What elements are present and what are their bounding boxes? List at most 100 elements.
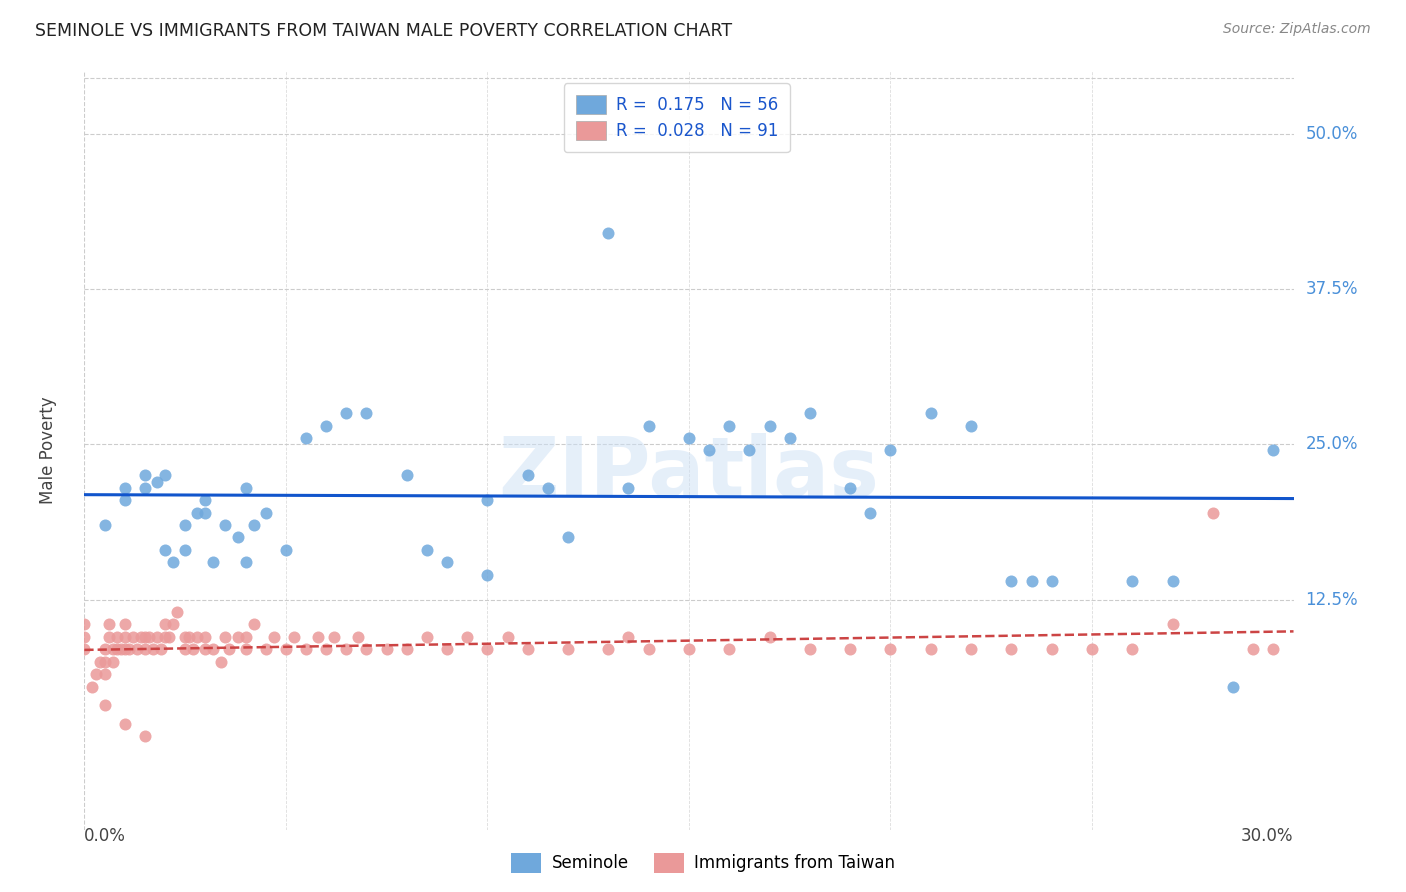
Point <box>356 406 378 420</box>
Point <box>209 655 232 669</box>
Point <box>73 630 96 644</box>
Point <box>134 642 156 657</box>
Point <box>1202 506 1225 520</box>
Text: 25.0%: 25.0% <box>1306 435 1358 453</box>
Point <box>179 630 201 644</box>
Point <box>1040 574 1063 588</box>
Point <box>295 642 318 657</box>
Point <box>181 642 204 657</box>
Point <box>235 642 257 657</box>
Point <box>335 642 357 657</box>
Point <box>617 630 640 644</box>
Point <box>93 655 115 669</box>
Point <box>879 642 901 657</box>
Point <box>218 642 240 657</box>
Point <box>859 506 882 520</box>
Point <box>263 630 285 644</box>
Point <box>1081 642 1104 657</box>
Point <box>477 493 499 508</box>
Point <box>416 542 439 557</box>
Point <box>477 567 499 582</box>
Point <box>960 642 983 657</box>
Point <box>73 617 96 632</box>
Point <box>121 630 143 644</box>
Point <box>395 642 418 657</box>
Legend: Seminole, Immigrants from Taiwan: Seminole, Immigrants from Taiwan <box>505 847 901 880</box>
Point <box>186 506 208 520</box>
Point <box>839 642 862 657</box>
Point <box>235 481 257 495</box>
Point <box>436 555 458 569</box>
Point <box>226 531 249 545</box>
Point <box>1161 574 1184 588</box>
Point <box>93 518 115 533</box>
Point <box>166 605 188 619</box>
Point <box>1222 680 1244 694</box>
Point <box>557 642 579 657</box>
Point <box>920 406 942 420</box>
Point <box>174 518 197 533</box>
Point <box>598 226 620 240</box>
Text: 0.0%: 0.0% <box>84 827 127 845</box>
Point <box>477 642 499 657</box>
Point <box>157 630 180 644</box>
Point <box>93 667 115 681</box>
Point <box>134 630 156 644</box>
Point <box>125 642 148 657</box>
Point <box>114 642 136 657</box>
Point <box>1161 617 1184 632</box>
Point <box>637 642 659 657</box>
Point <box>516 642 538 657</box>
Point <box>174 642 197 657</box>
Point <box>149 642 172 657</box>
Point <box>134 729 156 743</box>
Point <box>93 642 115 657</box>
Point <box>214 518 236 533</box>
Text: 12.5%: 12.5% <box>1306 591 1358 608</box>
Text: 37.5%: 37.5% <box>1306 280 1358 298</box>
Point <box>1121 574 1143 588</box>
Point <box>254 642 277 657</box>
Point <box>134 481 156 495</box>
Point <box>129 630 152 644</box>
Point <box>202 642 225 657</box>
Point <box>718 642 741 657</box>
Point <box>89 655 111 669</box>
Point <box>283 630 305 644</box>
Point <box>194 642 217 657</box>
Point <box>697 443 720 458</box>
Point <box>174 542 197 557</box>
Point <box>516 468 538 483</box>
Point <box>114 493 136 508</box>
Point <box>307 630 329 644</box>
Point <box>295 431 318 445</box>
Point <box>799 642 821 657</box>
Point <box>637 418 659 433</box>
Point <box>315 418 337 433</box>
Point <box>97 630 120 644</box>
Point <box>105 630 128 644</box>
Point <box>194 506 217 520</box>
Point <box>1000 642 1022 657</box>
Point <box>93 698 115 713</box>
Point <box>110 642 132 657</box>
Point <box>1121 642 1143 657</box>
Point <box>138 630 160 644</box>
Point <box>242 518 264 533</box>
Point <box>920 642 942 657</box>
Point <box>226 630 249 644</box>
Point <box>456 630 478 644</box>
Point <box>214 630 236 644</box>
Point <box>86 667 108 681</box>
Point <box>395 468 418 483</box>
Point <box>174 630 197 644</box>
Point <box>496 630 519 644</box>
Text: Source: ZipAtlas.com: Source: ZipAtlas.com <box>1223 22 1371 37</box>
Point <box>114 481 136 495</box>
Point <box>758 630 780 644</box>
Point <box>758 418 780 433</box>
Point <box>153 468 176 483</box>
Point <box>202 555 225 569</box>
Point <box>1040 642 1063 657</box>
Point <box>718 418 741 433</box>
